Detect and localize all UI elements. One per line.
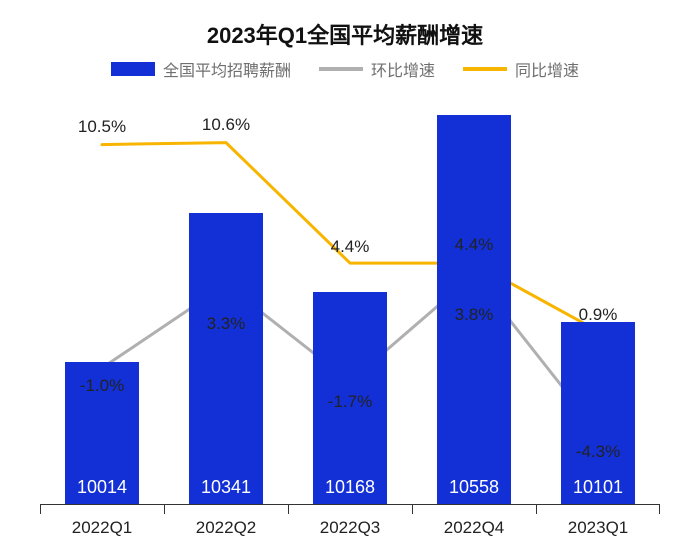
legend-swatch-bar (111, 62, 155, 76)
legend-label-qoq: 环比增速 (371, 57, 435, 81)
x-category: 2022Q1 (72, 518, 133, 538)
legend-swatch-yoy (463, 67, 507, 71)
bar-value-label: 10558 (449, 477, 499, 498)
bar: 10101 (561, 322, 634, 504)
chart-stage: 2023年Q1全国平均薪酬增速 全国平均招聘薪酬 环比增速 同比增速 2022Q… (0, 0, 690, 556)
series-point-label: 3.3% (207, 314, 246, 334)
series-point-label: 4.4% (455, 235, 494, 255)
bar-value-label: 10014 (77, 477, 127, 498)
bar-value-label: 10101 (573, 477, 623, 498)
legend-item-qoq: 环比增速 (319, 57, 435, 81)
series-point-label: -4.3% (576, 442, 620, 462)
x-category: 2022Q4 (444, 518, 505, 538)
legend-item-yoy: 同比增速 (463, 57, 579, 81)
chart-title: 2023年Q1全国平均薪酬增速 (0, 18, 690, 50)
legend-item-bar: 全国平均招聘薪酬 (111, 57, 291, 81)
x-category: 2023Q1 (568, 518, 629, 538)
x-tick (412, 504, 413, 514)
x-tick (40, 504, 41, 514)
x-tick (536, 504, 537, 514)
x-tick (164, 504, 165, 514)
series-point-label: 10.5% (78, 117, 126, 137)
plot-area: 2022Q1100142022Q2103412022Q3101682022Q41… (40, 96, 660, 504)
x-category: 2022Q2 (196, 518, 257, 538)
series-point-label: -1.0% (80, 376, 124, 396)
series-point-label: -1.7% (328, 392, 372, 412)
series-point-label: 4.4% (331, 237, 370, 257)
series-point-label: 3.8% (455, 305, 494, 325)
x-axis (40, 504, 660, 505)
legend-swatch-qoq (319, 67, 363, 71)
bar: 10341 (189, 213, 262, 504)
x-tick (659, 504, 660, 514)
legend-label-bar: 全国平均招聘薪酬 (163, 57, 291, 81)
series-point-label: 10.6% (202, 115, 250, 135)
legend: 全国平均招聘薪酬 环比增速 同比增速 (0, 57, 690, 81)
bar-value-label: 10341 (201, 477, 251, 498)
x-category: 2022Q3 (320, 518, 381, 538)
series-point-label: 0.9% (579, 305, 618, 325)
bar-value-label: 10168 (325, 477, 375, 498)
x-tick (288, 504, 289, 514)
legend-label-yoy: 同比增速 (515, 57, 579, 81)
